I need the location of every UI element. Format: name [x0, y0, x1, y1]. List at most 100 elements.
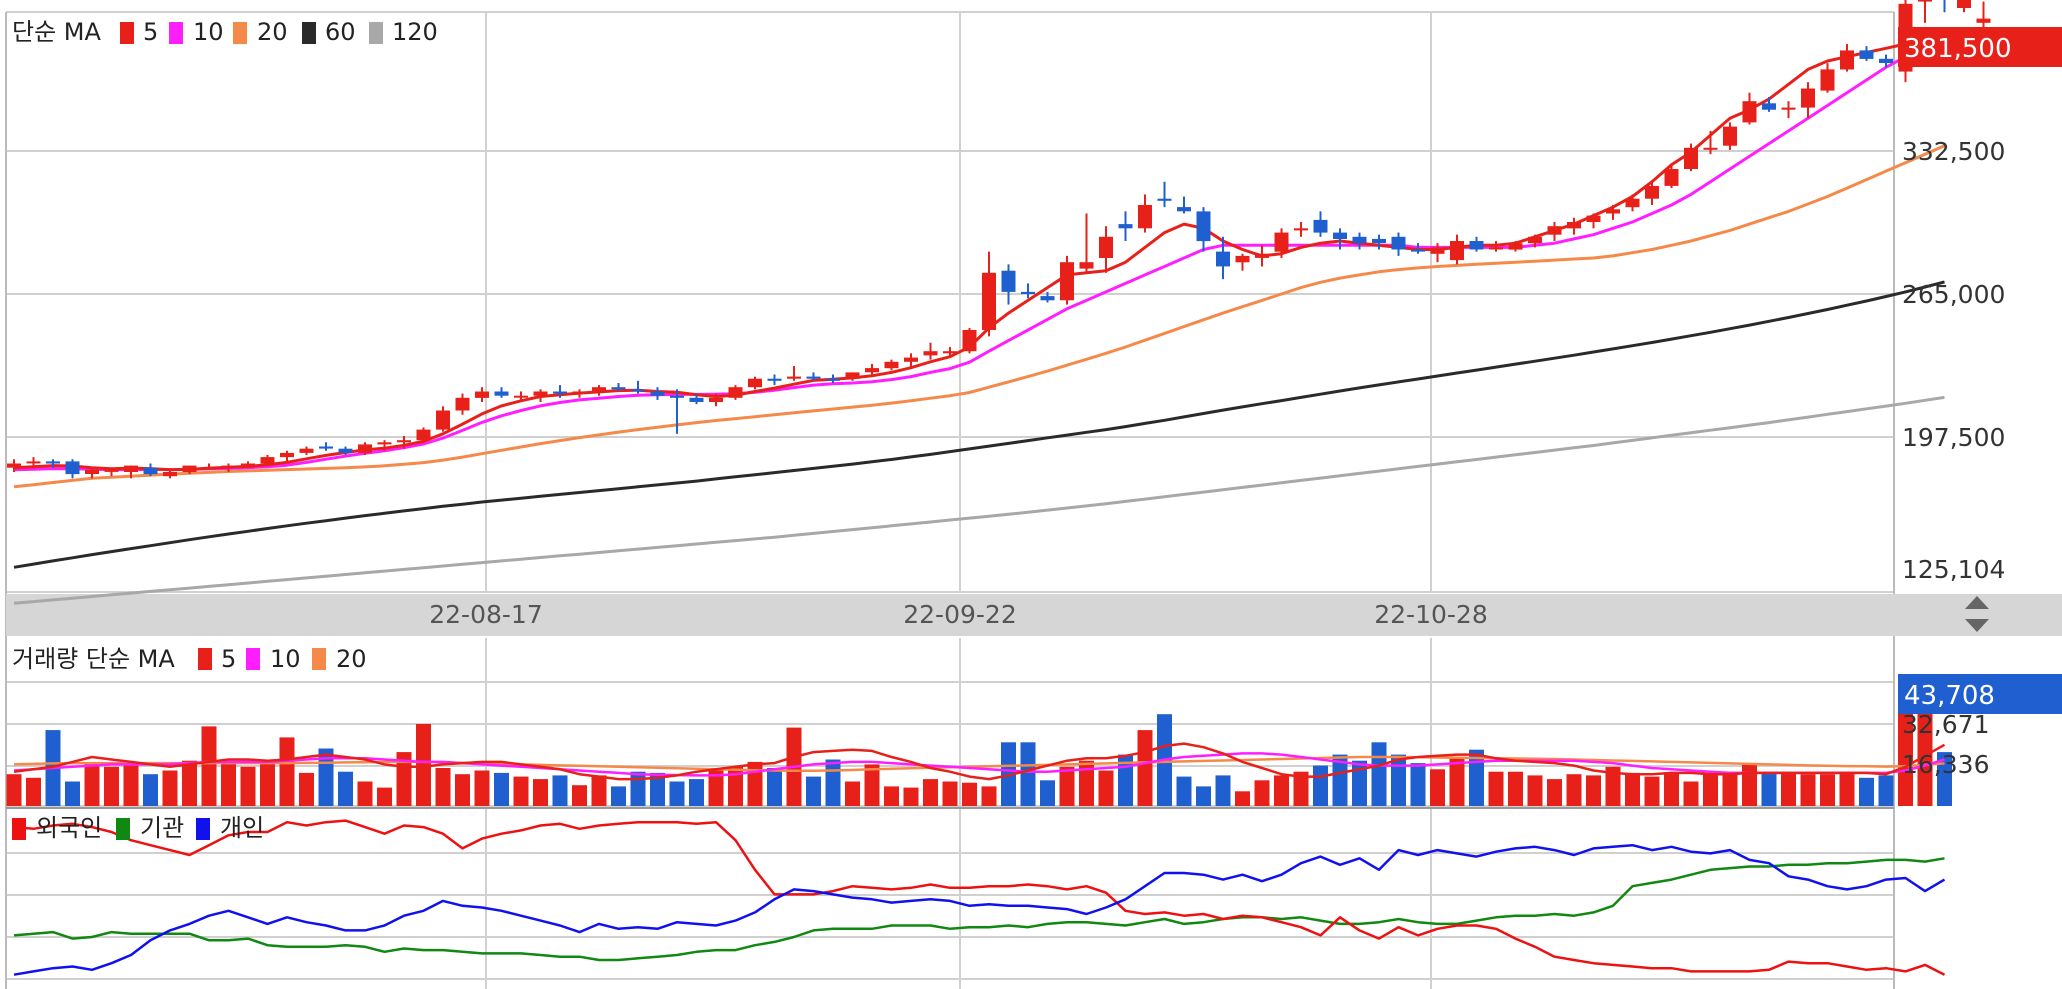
ma10-line	[13, 36, 1946, 472]
volume-bar	[1040, 780, 1055, 806]
candle-body	[787, 376, 801, 379]
volume-bar	[669, 781, 685, 806]
volume-bar	[864, 764, 880, 806]
volume-tick-1: 32,671	[1902, 710, 1989, 739]
ma10-swatch	[169, 22, 183, 44]
candle-body	[397, 440, 411, 443]
volume-bar	[942, 781, 958, 806]
candle-body	[1489, 247, 1503, 250]
volume-bar	[26, 777, 41, 806]
volume-bar	[1430, 769, 1445, 806]
candle-body	[943, 351, 957, 354]
price-tick-4: 125,104	[1902, 555, 2005, 584]
volume-bar	[1508, 771, 1523, 806]
candle-body	[1352, 236, 1367, 244]
volume-bar	[923, 779, 938, 806]
candle-body	[689, 397, 704, 402]
candle-body	[1606, 209, 1620, 214]
candle-body	[1216, 251, 1230, 267]
volume-bar	[1098, 770, 1114, 806]
candle-body	[1333, 232, 1347, 239]
candle-body	[436, 410, 450, 430]
volume-bar	[416, 724, 431, 806]
volume-bar	[1683, 781, 1699, 806]
date-axis-band[interactable]	[6, 594, 2062, 636]
volume-bar	[65, 781, 80, 806]
candle-body	[1450, 241, 1464, 261]
candle-body	[1255, 253, 1269, 258]
candle-body	[163, 472, 177, 477]
candle-body	[865, 368, 879, 373]
volume-bar	[1703, 774, 1718, 806]
volume-bar	[903, 787, 919, 806]
vol-ma20-legend-label: 20	[336, 645, 367, 673]
volume-bar	[1235, 791, 1250, 806]
volume-bars	[6, 701, 1952, 806]
ma5-swatch	[120, 22, 134, 44]
ma20-swatch	[233, 22, 247, 44]
volume-bar	[1547, 779, 1562, 806]
candle-body	[182, 465, 197, 472]
candle-body	[982, 272, 996, 330]
candle-body	[416, 429, 431, 441]
candle-body	[709, 397, 723, 402]
ma5-legend-label: 5	[143, 18, 158, 46]
candle-body	[260, 457, 275, 464]
candle-body	[1918, 0, 1932, 2]
ma120-line	[13, 395, 1945, 605]
volume-bar	[1410, 763, 1426, 806]
candle-body	[299, 448, 314, 453]
ma5-line	[13, 38, 1945, 472]
price-tick-3: 197,500	[1902, 423, 2005, 452]
candle-body	[1879, 58, 1893, 63]
candle-body	[923, 351, 938, 356]
candle-body	[767, 378, 782, 381]
volume-bar	[84, 763, 100, 806]
candle-body	[1177, 207, 1191, 212]
volume-bar	[747, 761, 763, 806]
institution-swatch	[116, 818, 130, 840]
candle-body	[85, 469, 99, 474]
volume-bar	[123, 765, 139, 806]
candle-body	[202, 467, 216, 470]
candle-body	[1586, 215, 1601, 222]
volume-bar	[1664, 772, 1679, 806]
volume-bar	[650, 772, 665, 806]
investor-lines	[13, 819, 1946, 976]
candle-body	[455, 397, 470, 411]
candle-body	[1001, 270, 1016, 292]
volume-bar	[1020, 742, 1036, 806]
candle-body	[728, 387, 743, 398]
volume-ma-lines	[13, 742, 1946, 781]
scroll-handle-icon[interactable]	[1965, 596, 1989, 632]
volume-bar	[1196, 786, 1211, 806]
volume-bar	[1352, 760, 1367, 806]
volume-ma20-line	[13, 755, 1945, 772]
candle-body	[748, 378, 762, 388]
foreign-swatch	[12, 818, 26, 840]
volume-bar	[1742, 764, 1757, 806]
volume-bar	[1371, 742, 1387, 806]
candle-body	[358, 444, 372, 453]
volume-legend: 거래량 단순 MA 5 10 20	[12, 645, 367, 673]
candle-body	[1313, 219, 1328, 233]
volume-bar	[182, 760, 197, 806]
candle-body	[631, 389, 645, 392]
individual-line	[13, 843, 1946, 976]
volume-bar	[630, 771, 646, 806]
candle-body	[1118, 224, 1133, 229]
candle-body	[1079, 262, 1094, 269]
volume-bar	[1449, 757, 1465, 806]
volume-bar	[533, 779, 548, 806]
candle-body	[377, 442, 392, 445]
scroll-down-arrow-icon[interactable]	[1965, 619, 1989, 632]
volume-bar	[1293, 771, 1309, 806]
candle-body	[46, 461, 60, 464]
scroll-up-arrow-icon[interactable]	[1965, 596, 1989, 609]
current-price-badge	[1898, 27, 2062, 67]
candle-body	[338, 448, 353, 453]
volume-bar	[1625, 772, 1640, 806]
candle-body	[514, 395, 528, 398]
